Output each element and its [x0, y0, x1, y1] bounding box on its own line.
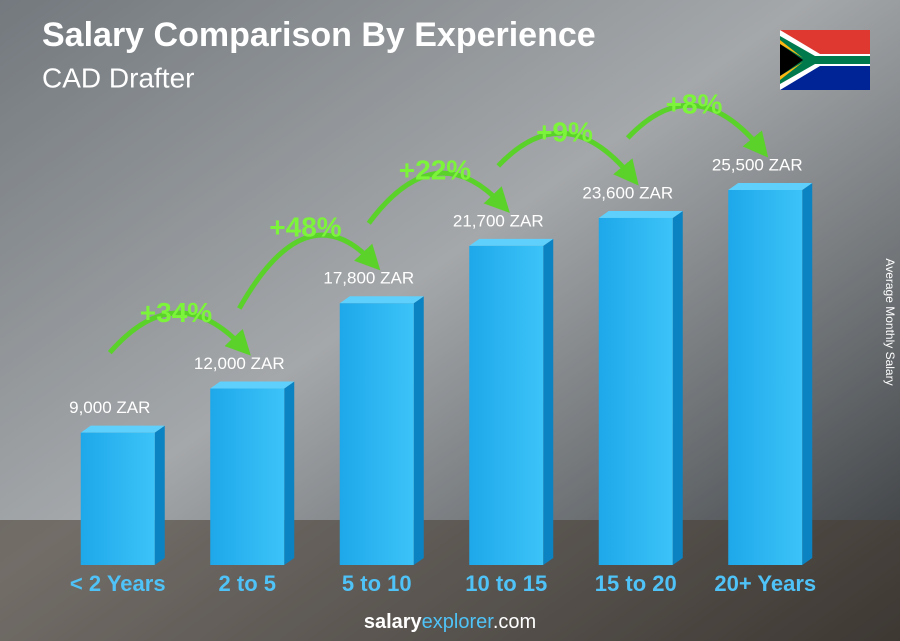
- increase-arrow: [625, 102, 769, 158]
- increase-arrow: [107, 310, 251, 356]
- increase-label: +9%: [536, 116, 593, 147]
- bar-top: [210, 381, 295, 389]
- value-label: 9,000 ZAR: [69, 398, 150, 417]
- bar-top: [469, 238, 554, 246]
- bar-top: [80, 425, 165, 433]
- x-tick-label: < 2 Years: [70, 571, 166, 596]
- x-tick-label: 15 to 20: [595, 571, 677, 596]
- bar-side: [543, 238, 554, 565]
- bar: [598, 217, 673, 566]
- bar: [80, 432, 155, 565]
- increase-label: +48%: [269, 212, 341, 243]
- value-label: 25,500 ZAR: [712, 155, 803, 174]
- bar: [728, 190, 803, 565]
- y-axis-label: Average Monthly Salary: [883, 258, 897, 385]
- bar-side: [154, 425, 165, 565]
- value-label: 12,000 ZAR: [194, 354, 285, 373]
- subtitle: CAD Drafter: [42, 62, 194, 93]
- flag: [780, 30, 870, 90]
- increase-arrow: [237, 232, 381, 310]
- bar-side: [284, 381, 295, 565]
- value-label: 21,700 ZAR: [453, 211, 544, 230]
- increase-label: +8%: [666, 88, 723, 119]
- bar-side: [413, 296, 424, 565]
- brand: salaryexplorer.com: [364, 611, 536, 633]
- x-tick-label: 20+ Years: [714, 571, 816, 596]
- value-label: 23,600 ZAR: [582, 183, 673, 202]
- bar: [339, 303, 414, 565]
- bar-top: [728, 183, 813, 190]
- x-tick-label: 2 to 5: [219, 571, 276, 596]
- bar-top: [598, 210, 683, 218]
- increase-label: +22%: [399, 154, 471, 185]
- brand-part: salary: [364, 611, 423, 633]
- bar-top: [339, 296, 424, 304]
- bar: [469, 245, 544, 565]
- bar: [210, 388, 285, 565]
- increase-arrow: [366, 170, 510, 225]
- bar-side: [672, 210, 683, 566]
- increase-arrow: [496, 130, 639, 186]
- brand-part: explorer: [422, 611, 495, 633]
- x-tick-label: 5 to 10: [342, 571, 412, 596]
- brand-part: .com: [493, 611, 536, 633]
- x-tick-label: 10 to 15: [465, 571, 547, 596]
- title: Salary Comparison By Experience: [42, 16, 596, 54]
- increase-label: +34%: [140, 297, 212, 328]
- value-label: 17,800 ZAR: [323, 269, 414, 288]
- bar-side: [802, 183, 813, 565]
